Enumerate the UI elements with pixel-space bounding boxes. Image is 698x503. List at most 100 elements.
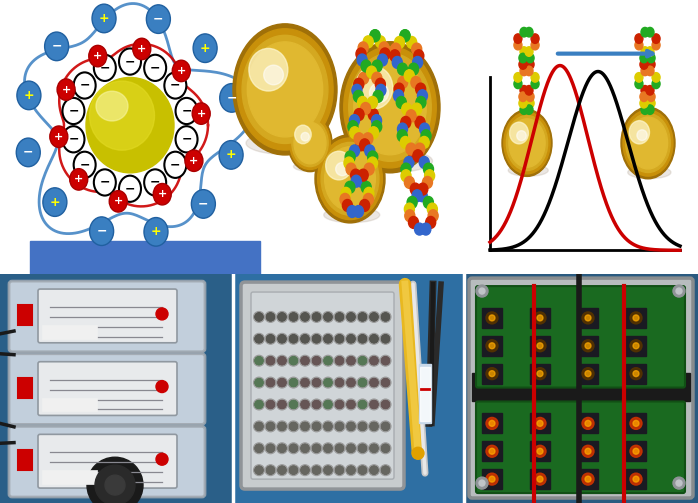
- Text: +: +: [151, 225, 161, 238]
- Circle shape: [646, 86, 654, 95]
- Circle shape: [652, 72, 660, 82]
- Ellipse shape: [336, 162, 349, 176]
- Circle shape: [419, 123, 429, 135]
- Circle shape: [105, 475, 125, 495]
- Circle shape: [266, 356, 275, 365]
- Circle shape: [486, 368, 498, 380]
- Circle shape: [381, 444, 390, 453]
- Circle shape: [417, 90, 427, 102]
- Circle shape: [400, 30, 410, 42]
- Text: +: +: [98, 12, 110, 25]
- Circle shape: [323, 466, 332, 475]
- Ellipse shape: [89, 81, 154, 150]
- Text: −: −: [100, 61, 110, 74]
- Circle shape: [412, 447, 424, 459]
- Ellipse shape: [295, 125, 311, 144]
- Circle shape: [358, 312, 367, 321]
- Ellipse shape: [293, 161, 329, 172]
- Circle shape: [537, 421, 543, 427]
- Circle shape: [381, 466, 390, 475]
- Circle shape: [390, 50, 400, 62]
- Circle shape: [427, 203, 438, 215]
- Circle shape: [352, 85, 362, 96]
- Circle shape: [312, 334, 321, 343]
- Ellipse shape: [321, 142, 379, 215]
- Circle shape: [94, 55, 116, 81]
- Circle shape: [424, 163, 433, 175]
- Bar: [42, 325, 97, 339]
- Circle shape: [365, 145, 375, 157]
- Text: −: −: [150, 61, 161, 74]
- Circle shape: [278, 334, 286, 343]
- Circle shape: [119, 176, 141, 202]
- Circle shape: [411, 76, 421, 89]
- Circle shape: [380, 48, 390, 60]
- Circle shape: [156, 381, 168, 392]
- Circle shape: [486, 417, 498, 430]
- Circle shape: [514, 40, 522, 50]
- Ellipse shape: [318, 138, 383, 220]
- Circle shape: [358, 400, 367, 409]
- Circle shape: [154, 184, 171, 205]
- Circle shape: [652, 79, 660, 89]
- Text: −: −: [52, 40, 62, 53]
- Circle shape: [95, 465, 135, 503]
- Circle shape: [354, 133, 364, 145]
- Circle shape: [356, 48, 366, 60]
- Circle shape: [312, 422, 321, 431]
- Text: +: +: [74, 175, 83, 185]
- Ellipse shape: [233, 24, 337, 155]
- Circle shape: [534, 473, 546, 485]
- Circle shape: [87, 457, 143, 503]
- Circle shape: [391, 43, 401, 55]
- Circle shape: [408, 63, 419, 75]
- Circle shape: [289, 400, 298, 409]
- Circle shape: [630, 368, 642, 380]
- Circle shape: [335, 334, 344, 343]
- Text: +: +: [50, 196, 60, 209]
- Bar: [233, 274, 464, 503]
- Circle shape: [172, 60, 191, 81]
- FancyBboxPatch shape: [9, 427, 205, 497]
- Bar: [578, 469, 598, 489]
- Circle shape: [647, 60, 655, 69]
- Circle shape: [537, 371, 543, 377]
- Circle shape: [415, 117, 425, 128]
- Circle shape: [255, 334, 264, 343]
- Circle shape: [369, 444, 378, 453]
- Circle shape: [301, 378, 309, 387]
- Ellipse shape: [355, 66, 393, 109]
- Ellipse shape: [340, 42, 440, 173]
- Circle shape: [421, 130, 431, 142]
- Ellipse shape: [506, 116, 548, 171]
- Circle shape: [372, 121, 382, 133]
- Bar: [482, 364, 502, 384]
- Circle shape: [635, 72, 643, 82]
- FancyBboxPatch shape: [38, 289, 177, 343]
- Circle shape: [335, 466, 344, 475]
- Bar: [482, 469, 502, 489]
- Circle shape: [350, 127, 359, 139]
- Bar: [419, 364, 431, 424]
- Circle shape: [403, 70, 413, 81]
- Circle shape: [647, 92, 655, 102]
- FancyBboxPatch shape: [476, 401, 685, 493]
- Circle shape: [266, 334, 275, 343]
- Circle shape: [358, 42, 368, 54]
- Circle shape: [635, 79, 643, 89]
- Circle shape: [345, 151, 355, 163]
- Circle shape: [289, 378, 298, 387]
- Circle shape: [641, 47, 649, 56]
- Circle shape: [266, 378, 275, 387]
- Circle shape: [537, 343, 543, 349]
- Ellipse shape: [237, 29, 333, 150]
- Circle shape: [633, 371, 639, 377]
- Circle shape: [394, 36, 405, 48]
- Circle shape: [489, 421, 495, 427]
- Circle shape: [358, 334, 367, 343]
- Bar: [482, 413, 502, 434]
- Circle shape: [255, 422, 264, 431]
- Circle shape: [323, 312, 332, 321]
- Circle shape: [537, 476, 543, 482]
- Circle shape: [514, 34, 522, 43]
